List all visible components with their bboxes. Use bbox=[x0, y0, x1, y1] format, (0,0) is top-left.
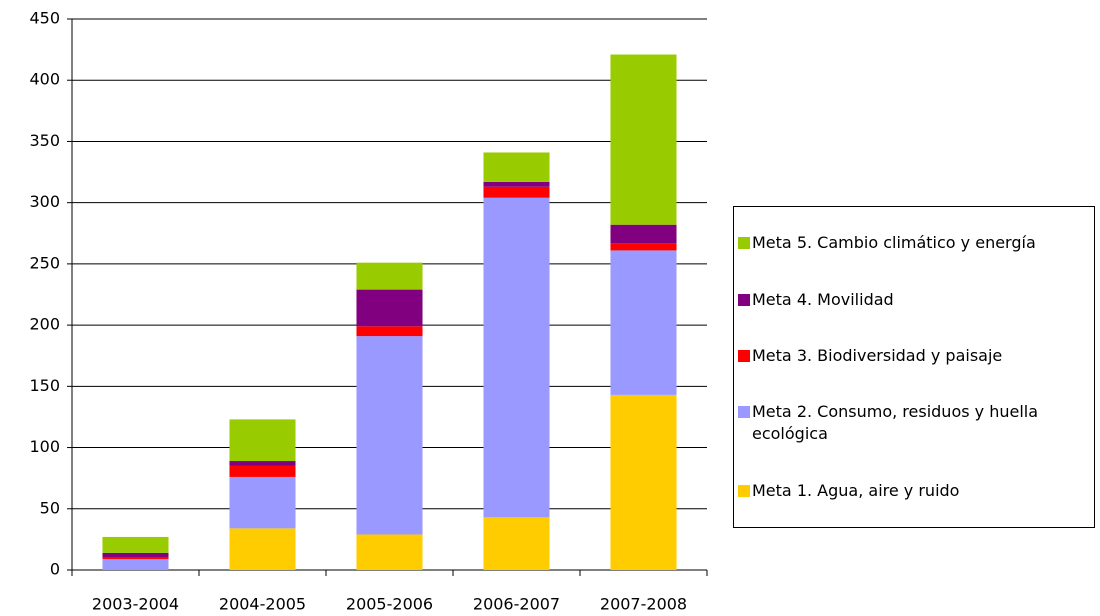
bar-segment bbox=[610, 224, 677, 244]
bar-segment bbox=[229, 461, 296, 466]
legend-label: Meta 4. Movilidad bbox=[752, 289, 894, 309]
bar-segment bbox=[356, 262, 423, 290]
y-tick-label: 350 bbox=[29, 131, 60, 150]
legend-entry: Meta 3. Biodiversidad y paisaje bbox=[738, 345, 1098, 367]
legend-label: Meta 3. Biodiversidad y paisaje bbox=[752, 345, 1003, 365]
x-tick-label: 2007-2008 bbox=[600, 595, 687, 614]
bar-segment bbox=[610, 243, 677, 251]
bar-segment bbox=[102, 552, 169, 558]
y-tick-label: 150 bbox=[29, 376, 60, 395]
bar-segment bbox=[356, 326, 423, 337]
legend-entry: Meta 2. Consumo, residuos y huella ecoló… bbox=[738, 401, 1098, 445]
bar-segment bbox=[102, 558, 169, 570]
bar-segment bbox=[610, 394, 677, 570]
x-tick-label: 2005-2006 bbox=[346, 595, 433, 614]
bar-segment bbox=[356, 336, 423, 535]
bar-segment bbox=[229, 419, 296, 462]
y-tick-label: 250 bbox=[29, 253, 60, 272]
x-tick-label: 2004-2005 bbox=[219, 595, 306, 614]
y-tick-label: 0 bbox=[50, 560, 60, 579]
legend-label: Meta 5. Cambio climático y energía bbox=[752, 233, 1036, 253]
x-tick-label: 2006-2007 bbox=[473, 595, 560, 614]
bar-segment bbox=[610, 54, 677, 225]
legend-swatch bbox=[738, 349, 750, 362]
y-tick-label: 100 bbox=[29, 437, 60, 456]
y-tick-label: 200 bbox=[29, 315, 60, 334]
legend: Meta 5. Cambio climático y energía Meta 4… bbox=[733, 206, 1095, 528]
bar-segment bbox=[483, 197, 550, 518]
legend-label: Meta 1. Agua, aire y ruido bbox=[752, 480, 960, 500]
bar-segment bbox=[229, 528, 296, 570]
legend-swatch bbox=[738, 484, 750, 497]
legend-swatch bbox=[738, 406, 750, 419]
y-tick-label: 300 bbox=[29, 192, 60, 211]
bar-segment bbox=[102, 536, 169, 553]
legend-entry: Meta 5. Cambio climático y energía bbox=[738, 232, 1098, 254]
legend-entry: Meta 1. Agua, aire y ruido bbox=[738, 480, 1098, 502]
bar-segment bbox=[102, 557, 169, 559]
bar-segment bbox=[483, 517, 550, 570]
legend-swatch bbox=[738, 237, 750, 250]
x-tick-label: 2003-2004 bbox=[92, 595, 179, 614]
bar-segment bbox=[229, 465, 296, 477]
bar-segment bbox=[356, 534, 423, 570]
bar-segment bbox=[356, 289, 423, 327]
bar-segment bbox=[483, 181, 550, 187]
y-tick-label: 50 bbox=[40, 498, 60, 517]
bar-segment bbox=[229, 476, 296, 529]
bar-segment bbox=[610, 250, 677, 395]
bar-segment bbox=[483, 152, 550, 182]
bar-segment bbox=[483, 186, 550, 198]
legend-swatch bbox=[738, 293, 750, 306]
legend-entry: Meta 4. Movilidad bbox=[738, 289, 1098, 311]
y-tick-label: 450 bbox=[29, 9, 60, 28]
y-tick-label: 400 bbox=[29, 70, 60, 89]
legend-label: Meta 2. Consumo, residuos y huella ecoló… bbox=[752, 402, 1039, 444]
